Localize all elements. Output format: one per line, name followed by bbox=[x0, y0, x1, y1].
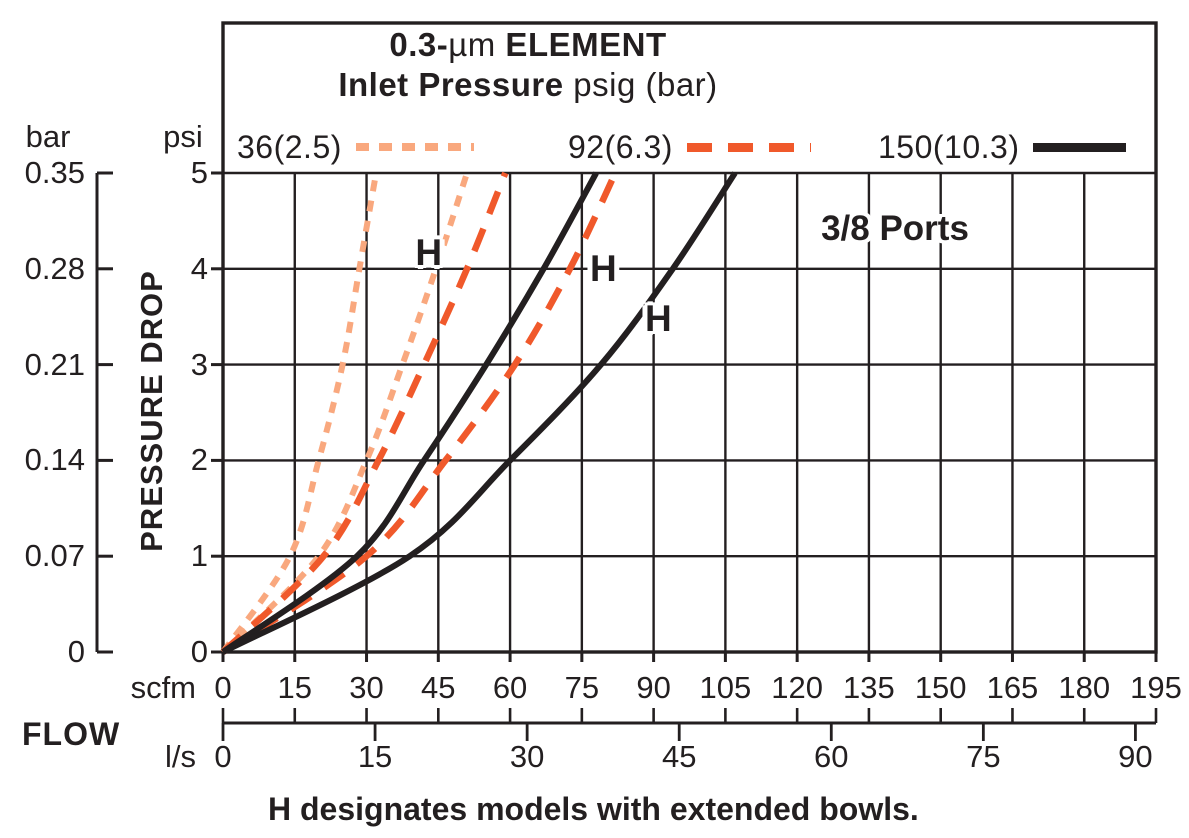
legend-label: 36(2.5) bbox=[237, 128, 342, 165]
bar-tick-label: 0.07 bbox=[24, 538, 85, 574]
scfm-tick-label: 90 bbox=[636, 670, 671, 705]
bar-tick-label: 0.35 bbox=[24, 155, 85, 190]
scfm-tick-label: 15 bbox=[277, 670, 312, 705]
bar-tick-label: 0.21 bbox=[24, 346, 85, 382]
chart-title-bold-prefix: 0.3- bbox=[389, 26, 449, 63]
ls-tick-label: 0 bbox=[214, 739, 232, 774]
curve-36-H bbox=[220, 172, 470, 655]
psi-axis-header: psi bbox=[163, 119, 203, 154]
curve-92-H bbox=[221, 171, 619, 655]
y-axis-title: PRESSURE DROP bbox=[134, 270, 169, 552]
psi-tick-label: 2 bbox=[190, 442, 208, 478]
legend-item-150(10.3): 150(10.3) bbox=[878, 127, 1127, 167]
legend-swatch-solid-icon bbox=[1033, 142, 1127, 152]
scfm-tick-label: 105 bbox=[699, 670, 752, 705]
scfm-tick-label: 180 bbox=[1058, 670, 1111, 705]
legend-label: 150(10.3) bbox=[878, 128, 1020, 165]
scfm-tick-label: 60 bbox=[492, 670, 528, 705]
legend-swatch-dotted-icon bbox=[355, 143, 474, 151]
scfm-tick-label: 30 bbox=[349, 670, 384, 705]
psi-tick-label: 1 bbox=[190, 538, 208, 574]
ls-tick-label: 45 bbox=[661, 739, 697, 774]
flow-axis-title: FLOW bbox=[22, 716, 121, 752]
plot-border bbox=[221, 21, 1158, 654]
ls-tick-label: 60 bbox=[814, 739, 849, 774]
chart-title: 0.3-µm ELEMENT bbox=[0, 26, 1056, 64]
ls-tick-label: 15 bbox=[357, 739, 393, 774]
bar-tick-label: 0.28 bbox=[24, 250, 85, 286]
scfm-tick-label: 195 bbox=[1130, 670, 1182, 705]
psi-tick-label: 0 bbox=[190, 634, 208, 669]
curve-150-H bbox=[221, 171, 738, 655]
legend-item-36(2.5): 36(2.5) bbox=[237, 127, 474, 167]
chart-title-mu: µm bbox=[448, 26, 496, 63]
scfm-tick-label: 45 bbox=[421, 670, 456, 705]
legend-item-92(6.3): 92(6.3) bbox=[568, 127, 811, 167]
bar-tick-label: 0.14 bbox=[24, 442, 85, 478]
scfm-tick-label: 165 bbox=[986, 670, 1039, 705]
ls-tick-label: 30 bbox=[509, 739, 545, 774]
psi-tick-label: 5 bbox=[190, 155, 208, 190]
psi-tick-label: 3 bbox=[190, 346, 208, 382]
h-curve-label: H bbox=[415, 231, 443, 273]
legend-swatch-dashed-icon bbox=[686, 142, 811, 152]
ports-annotation: 3/8 Ports bbox=[821, 209, 969, 248]
ls-tick-label: 90 bbox=[1118, 739, 1153, 774]
bar-axis-header: bar bbox=[25, 119, 71, 154]
scfm-unit-label: scfm bbox=[130, 670, 196, 705]
chart-subtitle: Inlet Pressure psig (bar) bbox=[0, 66, 1056, 104]
scfm-tick-label: 0 bbox=[214, 670, 232, 705]
footnote-caption: H designates models with extended bowls. bbox=[268, 791, 919, 827]
curve-150-std bbox=[221, 171, 599, 655]
bar-tick-label: 0 bbox=[67, 634, 85, 669]
curve-92-std bbox=[220, 171, 509, 655]
ls-unit-label: l/s bbox=[165, 739, 196, 774]
psi-tick-label: 4 bbox=[190, 250, 208, 286]
ls-tick-label: 75 bbox=[966, 739, 1001, 774]
scfm-tick-label: 150 bbox=[914, 670, 967, 705]
chart-subtitle-bold: Inlet Pressure bbox=[338, 66, 564, 103]
scfm-tick-label: 75 bbox=[564, 670, 600, 705]
chart-subtitle-rest: psig (bar) bbox=[563, 66, 718, 103]
legend-label: 92(6.3) bbox=[568, 128, 673, 165]
scfm-tick-label: 120 bbox=[771, 670, 823, 705]
chart-title-bold-suffix: ELEMENT bbox=[495, 26, 667, 63]
scfm-tick-label: 135 bbox=[843, 670, 895, 705]
h-curve-label: H bbox=[645, 297, 672, 339]
h-curve-label: H bbox=[590, 247, 617, 289]
curve-36-std bbox=[220, 172, 380, 654]
